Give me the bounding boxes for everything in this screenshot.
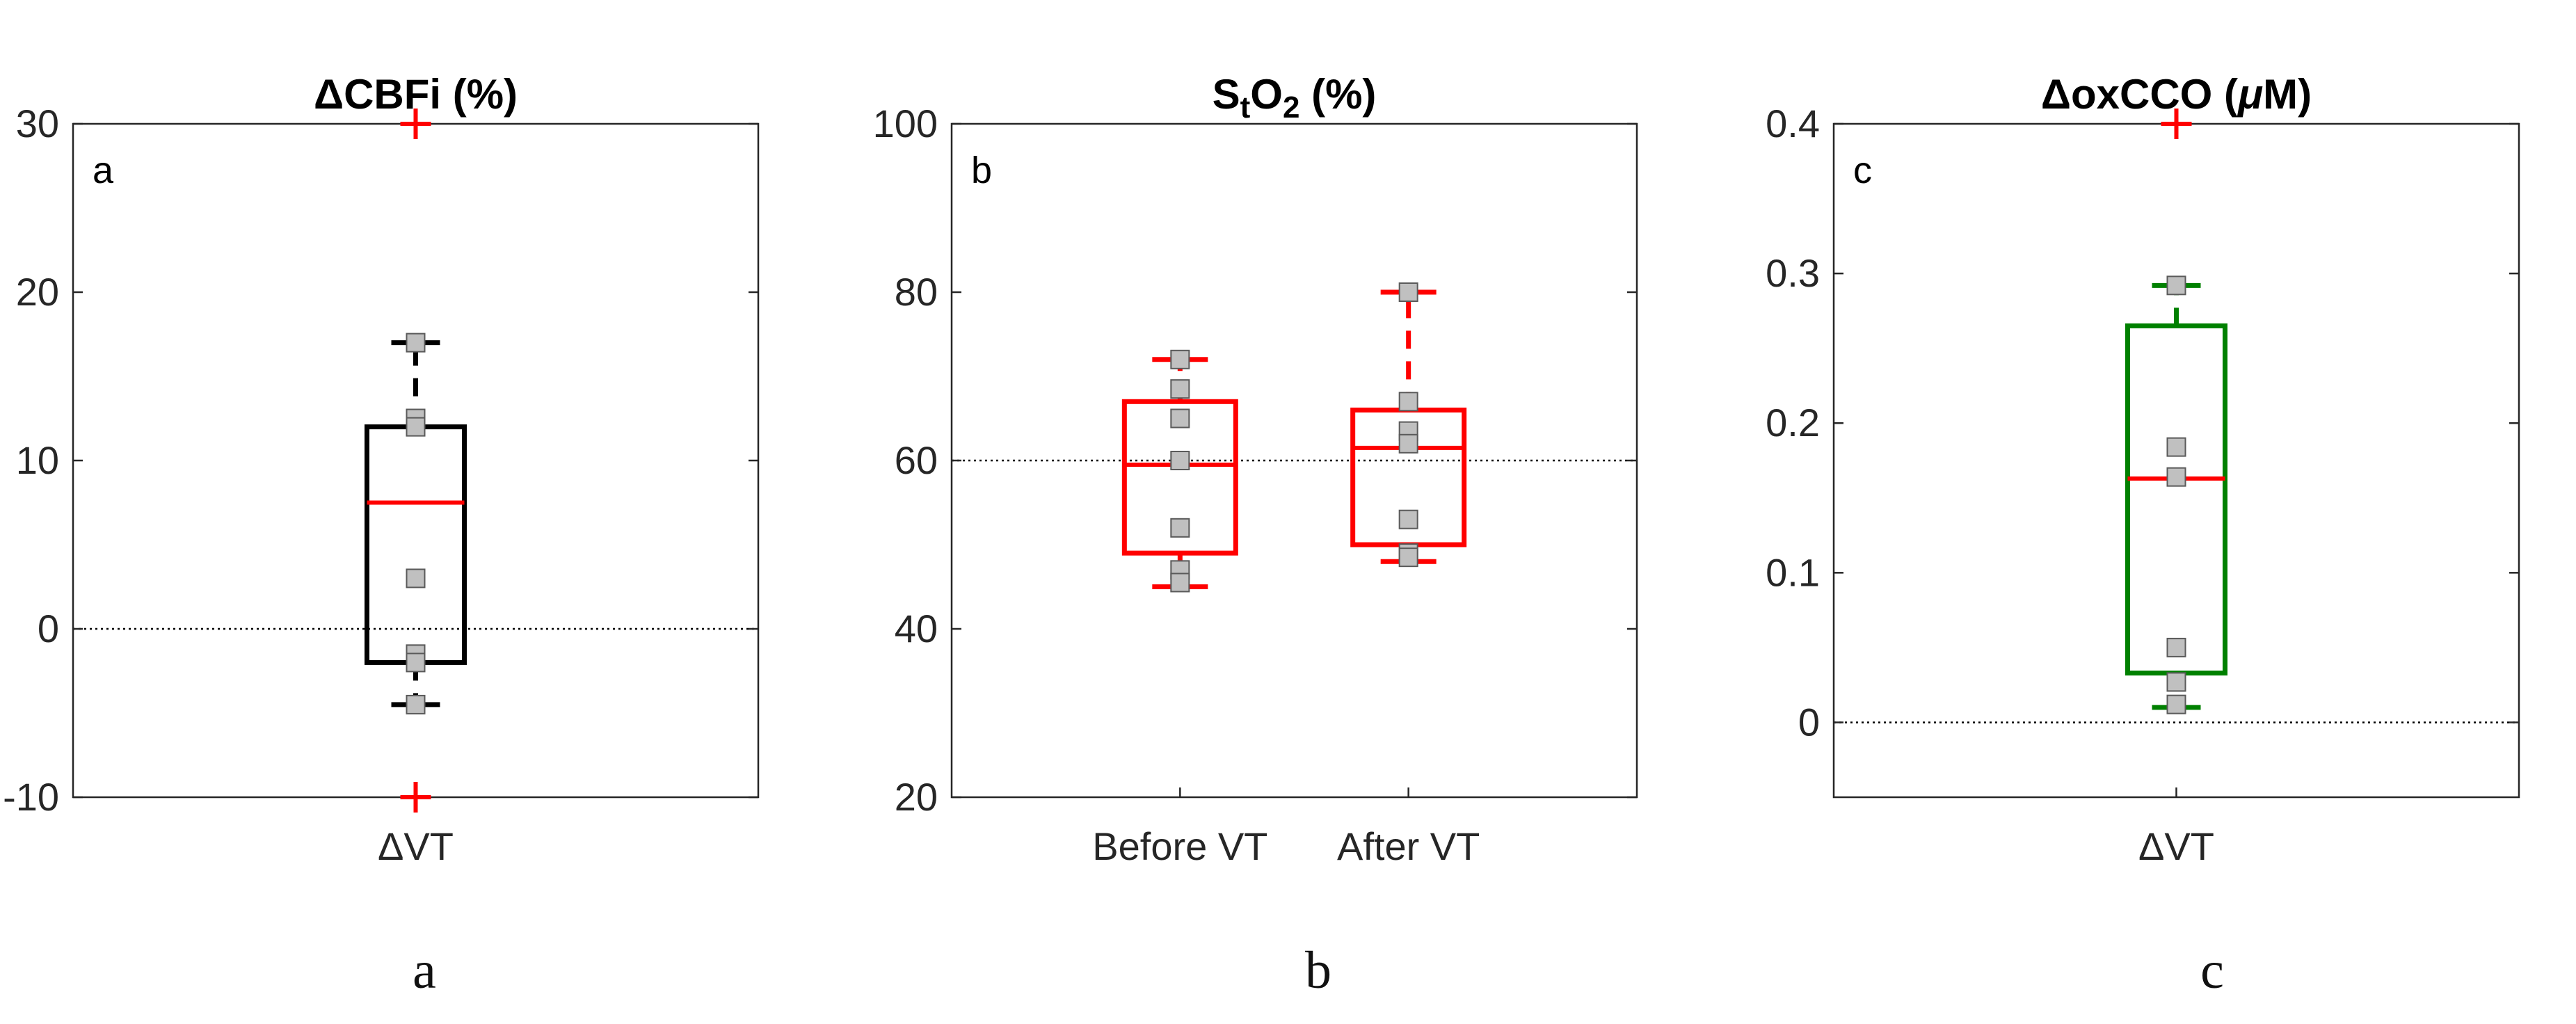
title-part: (%) (1299, 71, 1376, 118)
y-tick-label: 0 (1798, 700, 1820, 744)
title-part: S (1213, 71, 1240, 118)
title-part: μ (2237, 71, 2263, 118)
y-tick-label: 10 (16, 438, 59, 482)
data-point (2166, 467, 2186, 487)
outlier-marker (400, 782, 431, 813)
data-point (2166, 672, 2186, 692)
x-tick-label: ΔVT (2138, 824, 2214, 868)
data-point (2166, 437, 2186, 457)
title-part: 2 (1283, 90, 1299, 125)
y-tick-label: 100 (873, 102, 938, 145)
axes-frame (950, 122, 1638, 799)
y-tick-label: 0.2 (1766, 401, 1820, 445)
iqr-box (365, 424, 467, 665)
panel-corner-label: b (971, 150, 992, 191)
y-tick-label: 20 (16, 270, 59, 314)
panel-corner-label: c (1853, 150, 1872, 191)
y-tick-label: 40 (895, 607, 938, 650)
iqr-box (1121, 399, 1238, 556)
panel-b: 20 40 60 80 100 StO2 (%) b b Before VT After VT (873, 71, 1638, 1000)
outlier-marker (2161, 109, 2192, 139)
data-point (406, 568, 426, 589)
data-point (1398, 392, 1418, 412)
iqr-box (2125, 323, 2227, 675)
panel-c: 0 0.1 0.2 0.3 0.4 ΔoxCCO (μM) c c ΔVT (1766, 71, 2520, 1000)
y-tick-label: 60 (895, 438, 938, 482)
y-tick-label: 0 (38, 607, 59, 650)
data-point (2166, 694, 2186, 714)
y-tick-label: 30 (16, 102, 59, 145)
y-tick-label: 0.3 (1766, 251, 1820, 295)
x-tick-label: After VT (1337, 824, 1480, 868)
y-tick-label: 20 (895, 775, 938, 819)
data-point (2166, 275, 2186, 296)
data-point (2166, 637, 2186, 657)
outlier-marker (400, 109, 431, 139)
panel-caption: a (413, 941, 436, 1000)
data-point (406, 653, 426, 673)
data-point (1398, 433, 1418, 454)
panel-caption: b (1305, 941, 1331, 1000)
y-tick-label: 0.4 (1766, 102, 1820, 145)
data-point (1398, 282, 1418, 302)
y-tick-label: 0.1 (1766, 550, 1820, 594)
x-tick-label: ΔVT (378, 824, 454, 868)
chart-title: ΔoxCCO (μM) (2041, 71, 2312, 118)
data-point (1170, 379, 1190, 399)
x-tick-label: Before VT (1092, 824, 1267, 868)
data-point (1170, 573, 1190, 593)
data-point (406, 694, 426, 714)
panel-corner-label: a (93, 150, 114, 191)
title-part: t (1240, 90, 1251, 125)
data-point (1170, 518, 1190, 538)
box-group-2: After VT (1337, 282, 1480, 868)
data-point (406, 333, 426, 353)
title-part: M) (2263, 71, 2312, 118)
panel-caption: c (2200, 941, 2224, 1000)
box-group-1: ΔVT (2125, 109, 2227, 868)
data-point (1398, 547, 1418, 568)
y-tick-label: -10 (3, 775, 59, 819)
data-point (1398, 509, 1418, 529)
data-point (1170, 451, 1190, 470)
data-point (1170, 349, 1190, 369)
box-group-1: Before VT (1092, 349, 1267, 868)
title-part: ΔoxCCO ( (2041, 71, 2238, 118)
data-point (1170, 408, 1190, 429)
y-tick-label: 80 (895, 270, 938, 314)
title-part: O (1250, 71, 1283, 118)
box-group-1: ΔVT (365, 109, 467, 868)
data-point (406, 417, 426, 437)
chart-title: StO2 (%) (1213, 71, 1377, 125)
